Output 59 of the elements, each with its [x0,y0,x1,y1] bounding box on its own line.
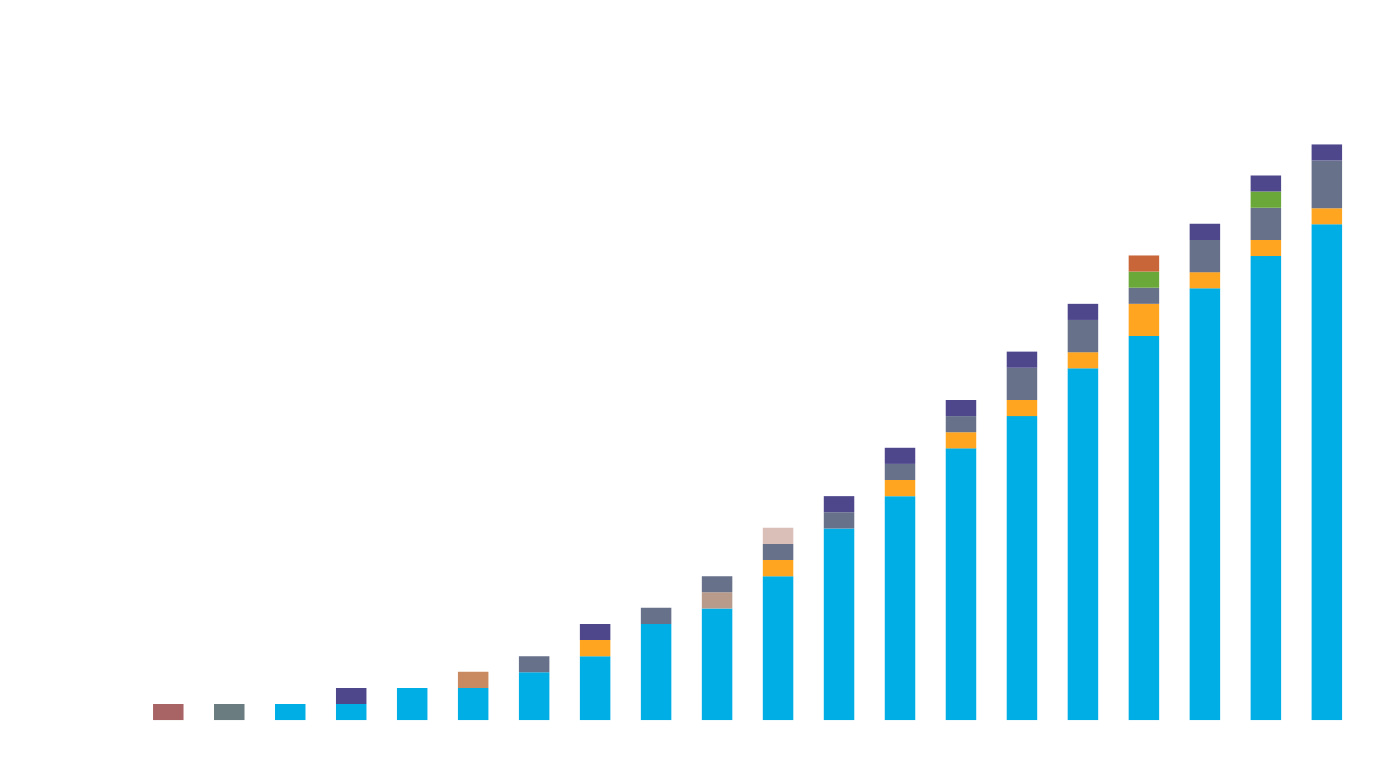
bar [1006,367,1038,400]
bar [1311,208,1343,225]
bar [762,543,794,561]
bar [1311,224,1343,721]
bar [1250,175,1282,192]
bar [640,623,672,721]
bar [1189,272,1221,289]
bar [275,704,306,721]
bar [518,672,550,721]
bar [884,480,916,497]
bar [884,463,916,481]
bar [1128,255,1160,272]
bar [1250,239,1282,257]
bar [457,671,489,688]
bar [335,687,367,705]
bar [701,592,733,609]
bar [762,560,794,577]
bar [1067,319,1099,353]
bar [823,496,855,513]
bar [945,448,977,721]
bar [762,527,794,544]
bar [1006,416,1038,721]
bar [945,399,977,417]
bar [640,607,672,624]
bar [335,704,367,721]
bar [1250,207,1282,240]
bar [701,608,733,721]
bar [518,656,550,673]
bar [1067,368,1099,721]
bar [945,416,977,433]
bar [884,447,916,464]
bar [884,496,916,721]
bar [762,576,794,721]
bar [579,656,611,721]
bar [1250,191,1282,208]
bar [823,512,855,529]
bar [1311,160,1343,209]
bar [396,687,428,721]
bar [579,623,611,641]
bar [1128,303,1160,337]
bar [214,704,245,721]
bar [1189,223,1221,240]
bar [1067,303,1099,320]
bar [1128,287,1160,304]
bar [579,640,611,657]
bar [153,704,184,721]
bar [1006,351,1038,368]
bar [1067,352,1099,369]
bar [701,576,733,593]
bar [945,432,977,449]
bar [1189,239,1221,273]
bar [457,687,489,721]
bar [823,528,855,721]
bar [1311,144,1343,161]
bar [1006,399,1038,417]
bar [1189,288,1221,721]
bar [1128,271,1160,288]
bar [1250,256,1282,721]
bar [1128,336,1160,721]
